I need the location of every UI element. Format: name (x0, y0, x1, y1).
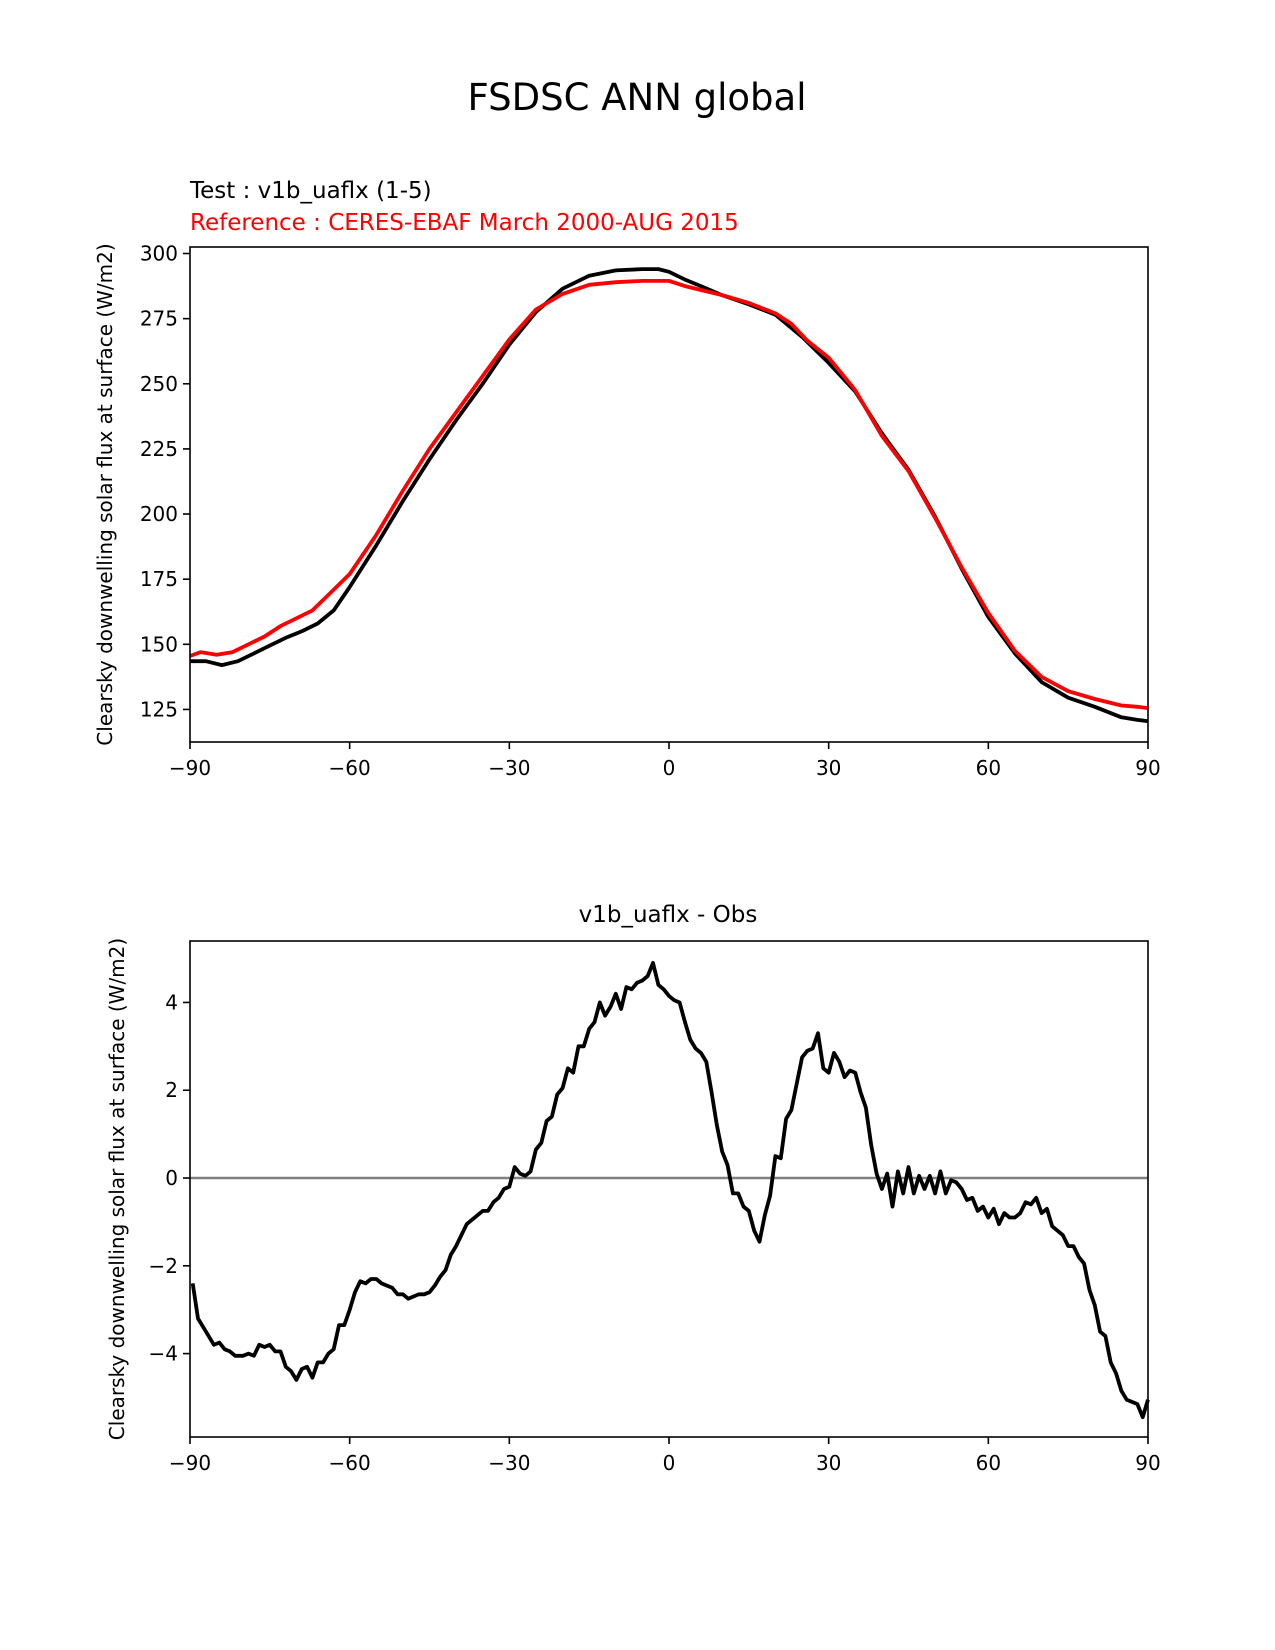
x-tick-label: 0 (663, 756, 676, 780)
top-line-chart: −90 −60 −30 0 30 60 90 125 150 175 200 225 250 275 300… (93, 242, 1161, 780)
y-axis-label: Clearsky downwelling solar flux at surfa… (105, 938, 129, 1440)
x-tick-label: −90 (169, 756, 211, 780)
test-label: Test : v1b_uaflx (1-5) (189, 178, 432, 204)
y-tick-label: −4 (149, 1342, 178, 1366)
y-axis-label: Clearsky downwelling solar flux at surfa… (93, 243, 117, 745)
y-tick-label: 150 (140, 632, 178, 656)
y-tick-label: 275 (140, 307, 178, 331)
x-tick-label: 60 (976, 1451, 1001, 1475)
x-tick-label: 30 (816, 756, 841, 780)
y-tick-label: 250 (140, 372, 178, 396)
y-tick-label: 2 (165, 1078, 178, 1102)
axes-frame (189, 940, 1149, 1438)
figure-title: FSDSC ANN global (468, 76, 807, 119)
y-tick-label: 200 (140, 502, 178, 526)
x-tick-label: −60 (329, 756, 371, 780)
axes-frame (189, 246, 1149, 743)
difference-line-chart: −90 −60 −30 0 30 60 90 −4 −2 0 2 4 Clearsky downwell… (105, 938, 1161, 1475)
x-tick-label: 60 (976, 756, 1001, 780)
test-series-line (190, 267, 1149, 724)
x-tick-label: 90 (1135, 756, 1160, 780)
x-tick-label: −30 (488, 756, 530, 780)
y-tick-label: 4 (165, 990, 178, 1014)
reference-label: Reference : CERES-EBAF March 2000-AUG 20… (190, 210, 739, 236)
x-tick-label: 0 (663, 1451, 676, 1475)
bottom-chart-title: v1b_uaflx - Obs (579, 902, 758, 928)
y-tick-label: 300 (140, 242, 178, 266)
reference-series-line (189, 278, 1149, 710)
x-tick-label: 90 (1135, 1451, 1160, 1475)
x-tick-label: −60 (329, 1451, 371, 1475)
x-tick-label: −90 (169, 1451, 211, 1475)
y-tick-label: 225 (140, 437, 178, 461)
y-tick-label: 175 (140, 567, 178, 591)
y-tick-label: −2 (149, 1254, 178, 1278)
x-tick-label: 30 (816, 1451, 841, 1475)
y-tick-label: 125 (140, 697, 178, 721)
test-series-line (190, 961, 1150, 1420)
y-tick-label: 0 (165, 1166, 178, 1190)
x-tick-label: −30 (488, 1451, 530, 1475)
